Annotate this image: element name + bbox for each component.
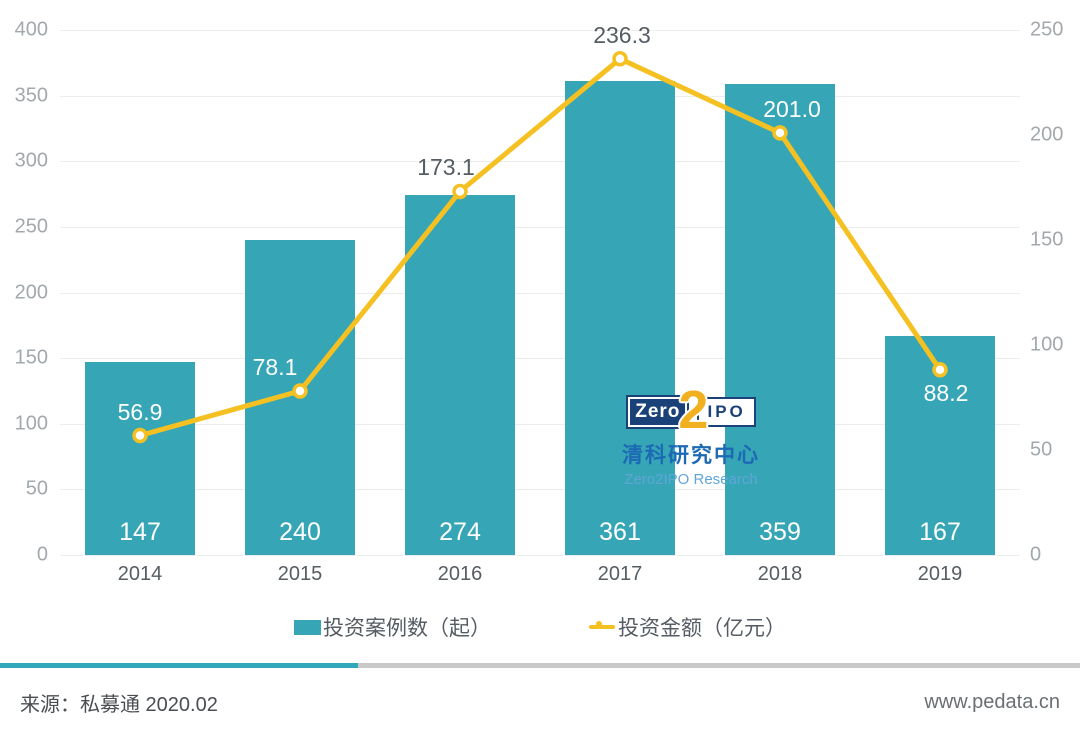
gridline [60,30,1020,31]
footer: 来源：私募通 2020.02 www.pedata.cn [0,688,1080,716]
left-axis-tick: 400 [14,18,48,41]
left-axis-tick: 0 [36,543,48,566]
bar-value-label: 240 [279,518,321,546]
left-axis-tick: 100 [14,412,48,435]
line-point-label-2015: 78.1 [252,353,298,380]
bar-value-label: 359 [759,518,801,546]
gridline [60,489,1020,491]
line-point-label-2018: 201.0 [763,95,821,122]
x-axis-label-2016: 2016 [437,563,483,585]
gridline [60,95,1020,97]
right-axis-tick: 250 [1030,18,1064,41]
right-axis-tick: 150 [1030,228,1064,251]
legend-item-bar: 投资案例数（起） [294,612,491,642]
x-axis-label-2014: 2014 [117,563,163,585]
left-axis-tick: 50 [25,477,48,500]
gridline [60,423,1020,425]
left-axis-tick: 200 [14,281,48,303]
line-point-label-2016: 173.1 [417,154,475,181]
footer-divider [0,663,1080,668]
left-axis-tick: 250 [14,215,48,238]
footer-divider-accent [0,663,358,668]
gridline [60,161,1020,163]
bar-legend-swatch-icon [294,619,321,635]
left-axis-tick: 150 [14,346,48,369]
zero2ipo-logo: Zero 2 IPO 清科研究中心 Zero2IPO Research [620,380,762,488]
website-link[interactable]: www.pedata.cn [924,690,1060,713]
right-axis-tick: 50 [1030,438,1053,461]
bar-legend-label: 投资案例数（起） [323,617,491,640]
logo-english-name: Zero2IPO Research [624,471,758,488]
line-point-label-2017: 236.3 [593,21,651,48]
investment-chart: 400 350 300 250 200 150 100 50 0 250 200 150 100 50 0… [14,18,1064,586]
x-axis-label-2019: 2019 [917,563,963,585]
bar-value-label: 147 [119,518,161,546]
bar-2019: 167 [885,335,995,555]
x-axis-label-2015: 2015 [277,563,323,585]
right-axis-tick: 200 [1030,123,1064,146]
x-axis-label-2017: 2017 [597,563,643,585]
right-axis-tick: 100 [1030,333,1064,356]
bar-value-label: 167 [919,518,961,546]
legend-item-line: 投资金额（亿元） [589,612,786,642]
line-legend-label: 投资金额（亿元） [618,617,786,640]
gridline [60,555,1020,556]
zero2ipo-logo-row: Zero 2 IPO [620,380,762,440]
gridline [60,226,1020,228]
x-axis-label-2018: 2018 [757,563,803,585]
line-legend-dot-icon [596,621,602,627]
logo-chinese-name: 清科研究中心 [622,444,760,467]
gridline [60,292,1020,294]
bar-value-label: 274 [439,518,481,546]
chart-legend: 投资案例数（起） 投资金额（亿元） [0,612,1080,642]
bar-2016: 274 [405,195,515,555]
source-text: 来源：私募通 2020.02 [20,693,218,716]
line-point-label-2019: 88.2 [923,379,969,406]
gridline [60,358,1020,360]
line-point-label-2014: 56.9 [117,398,163,425]
bar-2014: 147 [85,362,195,555]
left-axis-tick: 300 [14,149,48,172]
logo-two-numeral: 2 [678,380,709,440]
right-axis-tick: 0 [1030,543,1042,566]
bar-2015: 240 [245,240,355,555]
line-legend-marker-icon [589,621,615,629]
left-axis-tick: 350 [14,84,48,107]
bar-value-label: 361 [599,518,641,546]
